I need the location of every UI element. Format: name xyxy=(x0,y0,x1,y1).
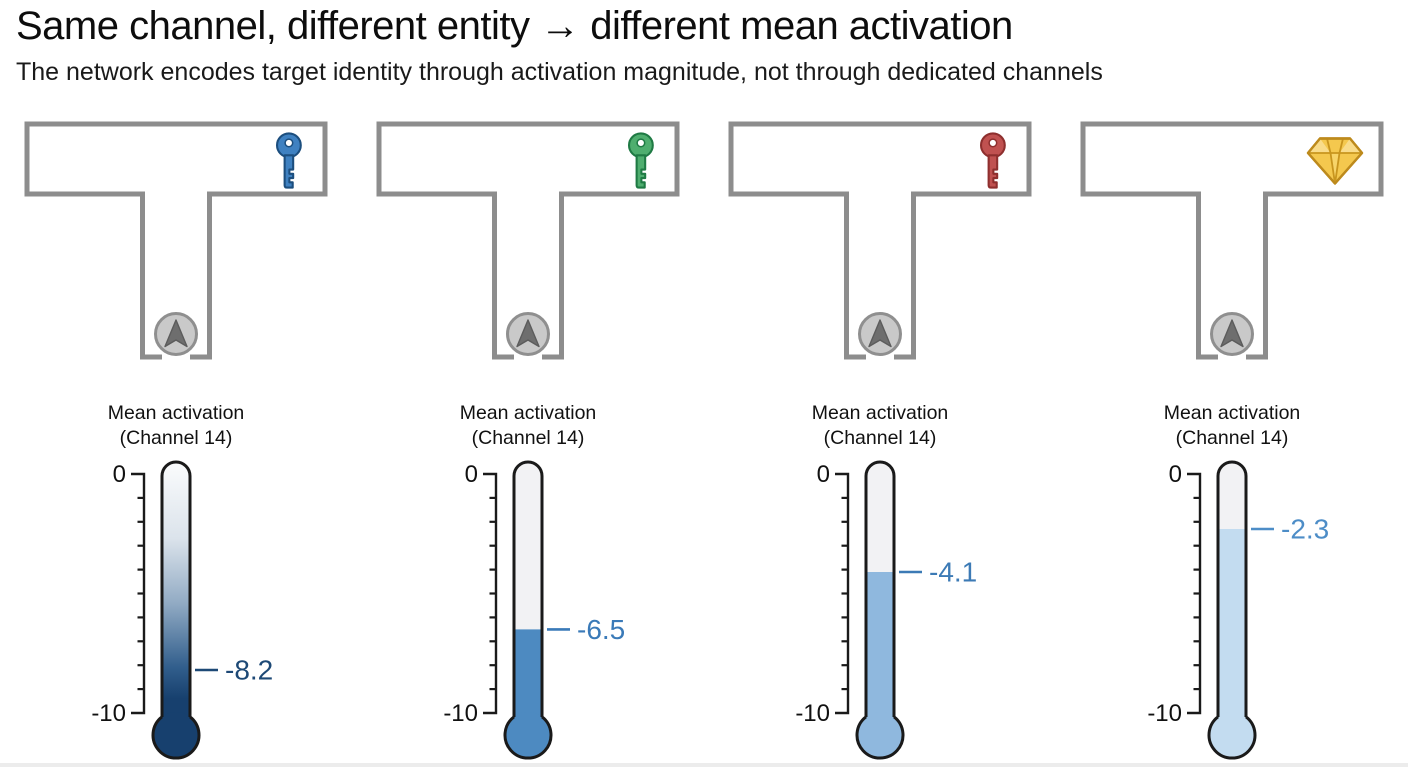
panel-blue-key-figure: Mean activation (Channel 14) 0 -10 -8.2 xyxy=(24,121,328,760)
thermometer-label-line2: (Channel 14) xyxy=(1176,427,1289,449)
value-marker: -2.3 xyxy=(1251,514,1329,545)
thermometer-label-line1: Mean activation xyxy=(108,402,245,424)
scale-bottom-label: -10 xyxy=(1147,700,1182,727)
thermometer-label-line1: Mean activation xyxy=(460,402,597,424)
key-icon xyxy=(979,132,1006,189)
panel-gem: Mean activation (Channel 14) 0 -10 -2.3 xyxy=(1056,104,1408,767)
bottom-strip xyxy=(0,763,1408,767)
scale-bottom-label: -10 xyxy=(795,700,830,727)
page-subtitle: The network encodes target identity thro… xyxy=(16,58,1103,86)
t-maze xyxy=(1080,121,1384,360)
value-label: -8.2 xyxy=(225,655,273,686)
scale-bottom-label: -10 xyxy=(443,700,478,727)
panel-gem-figure: Mean activation (Channel 14) 0 -10 -2.3 xyxy=(1080,121,1384,760)
thermometer-scale: 0 -10 xyxy=(91,461,146,727)
page-title: Same channel, different entity → differe… xyxy=(16,4,1013,48)
thermometer-label-line2: (Channel 14) xyxy=(472,427,585,449)
thermometer-scale: 0 -10 xyxy=(443,461,498,727)
scale-top-label: 0 xyxy=(817,461,830,488)
value-label: -2.3 xyxy=(1281,514,1329,545)
thermometer-gauge xyxy=(503,460,553,760)
value-label: -4.1 xyxy=(929,557,977,588)
value-marker: -6.5 xyxy=(547,614,625,645)
t-maze xyxy=(376,121,680,360)
thermometer-scale: 0 -10 xyxy=(1147,461,1202,727)
thermometer-scale: 0 -10 xyxy=(795,461,850,727)
thermometer-gauge xyxy=(855,460,905,760)
thermometer-label-line1: Mean activation xyxy=(1164,402,1301,424)
t-maze xyxy=(728,121,1032,360)
panel-green-key-figure: Mean activation (Channel 14) 0 -10 -6.5 xyxy=(376,121,680,760)
scale-bottom-label: -10 xyxy=(91,700,126,727)
panel-red-key: Mean activation (Channel 14) 0 -10 -4.1 xyxy=(704,104,1056,767)
key-icon xyxy=(627,132,654,189)
thermometer-gauge xyxy=(151,460,201,760)
scale-top-label: 0 xyxy=(1169,461,1182,488)
value-label: -6.5 xyxy=(577,614,625,645)
t-maze xyxy=(24,121,328,360)
thermometer-label-line2: (Channel 14) xyxy=(824,427,937,449)
scale-top-label: 0 xyxy=(465,461,478,488)
thermometer-label-line1: Mean activation xyxy=(812,402,949,424)
agent-arrow-icon xyxy=(154,312,198,356)
value-marker: -8.2 xyxy=(195,655,273,686)
panel-blue-key: Mean activation (Channel 14) 0 -10 -8.2 xyxy=(0,104,352,767)
panel-red-key-figure: Mean activation (Channel 14) 0 -10 -4.1 xyxy=(728,121,1032,760)
thermometer-label-line2: (Channel 14) xyxy=(120,427,233,449)
gem-icon xyxy=(1306,137,1364,185)
agent-arrow-icon xyxy=(506,312,550,356)
panels-row: Mean activation (Channel 14) 0 -10 -8.2 xyxy=(0,104,1408,767)
panel-green-key: Mean activation (Channel 14) 0 -10 -6.5 xyxy=(352,104,704,767)
agent-arrow-icon xyxy=(1210,312,1254,356)
thermometer-gauge xyxy=(1207,460,1257,760)
agent-arrow-icon xyxy=(858,312,902,356)
scale-top-label: 0 xyxy=(113,461,126,488)
key-icon xyxy=(275,132,302,189)
value-marker: -4.1 xyxy=(899,557,977,588)
